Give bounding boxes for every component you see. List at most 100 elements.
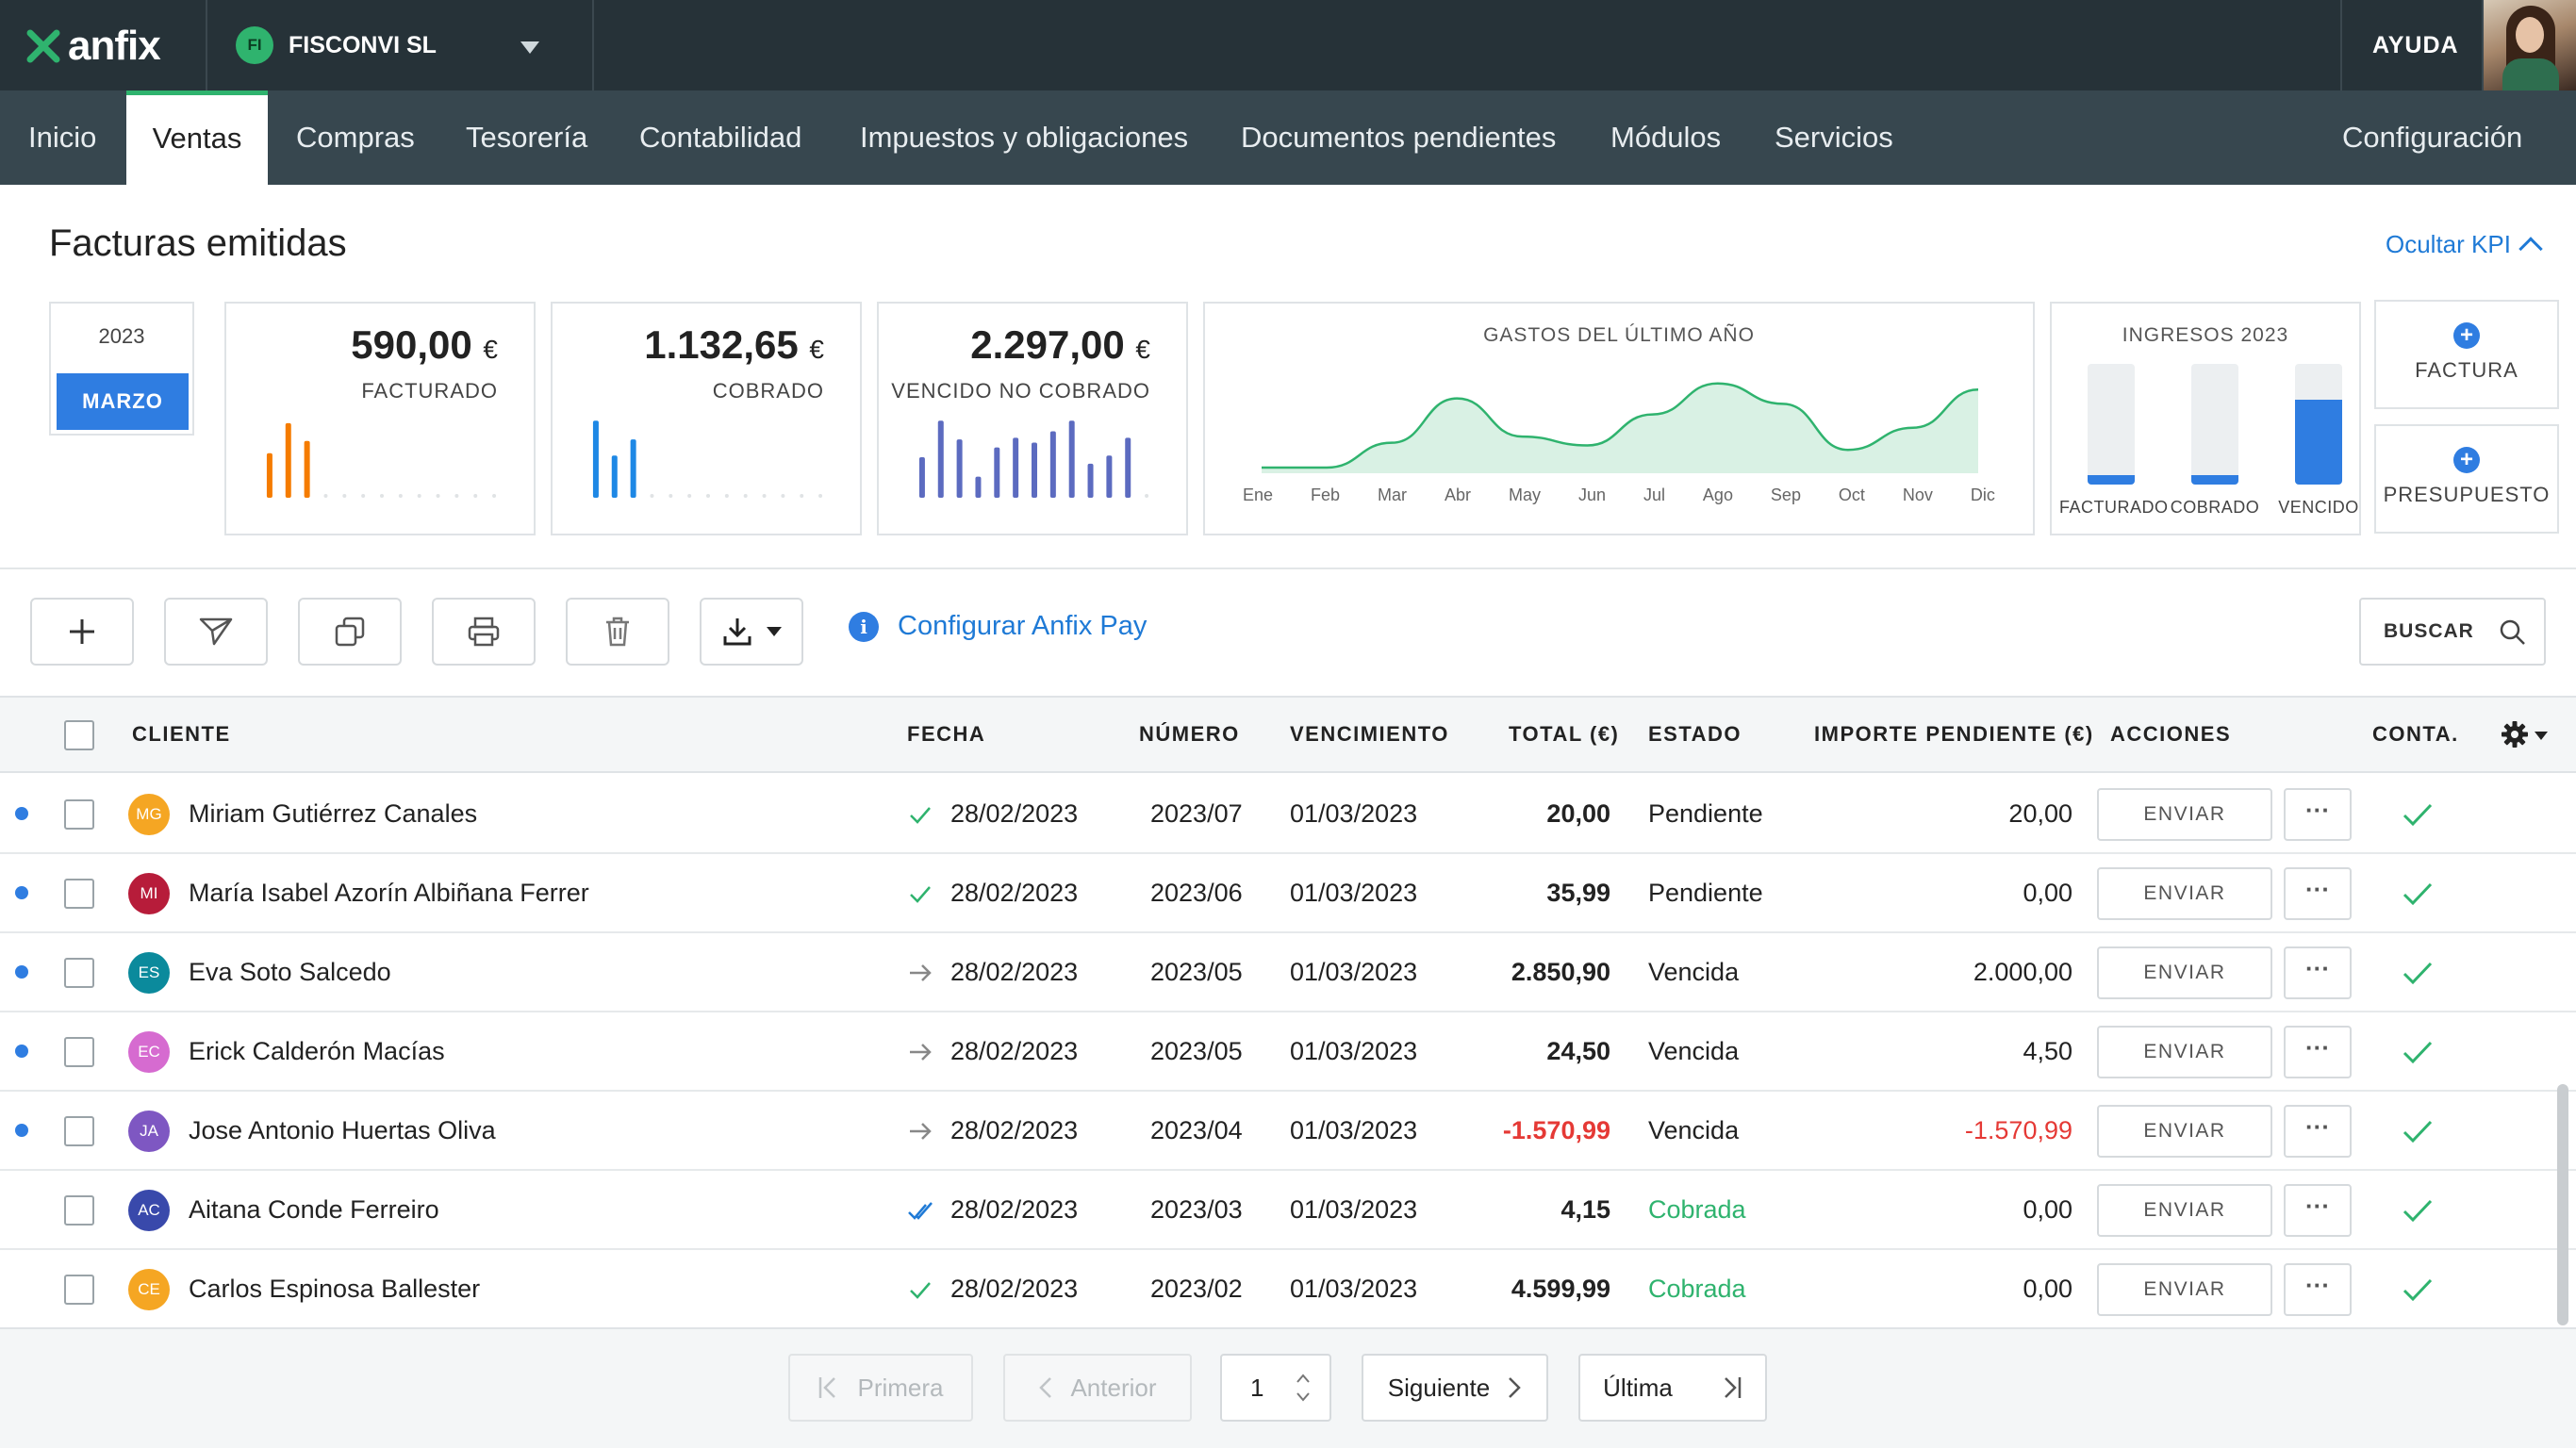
help-link[interactable]: AYUDA bbox=[2372, 32, 2459, 58]
header-importe-pendiente[interactable]: IMPORTE PENDIENTE (€) bbox=[1814, 722, 2094, 746]
new-presupuesto-button[interactable]: + PRESUPUESTO bbox=[2374, 424, 2559, 534]
header-total[interactable]: TOTAL (€) bbox=[1509, 722, 1620, 746]
table-row[interactable]: AC Aitana Conde Ferreiro 28/02/2023 2023/03… bbox=[0, 1171, 2576, 1250]
check-icon bbox=[2403, 962, 2433, 985]
invoice-date: 28/02/2023 bbox=[950, 1116, 1079, 1144]
more-actions-button[interactable]: ··· bbox=[2284, 867, 2352, 920]
client-name[interactable]: Erick Calderón Macías bbox=[189, 1037, 445, 1065]
table-row[interactable]: MI María Isabel Azorín Albiñana Ferrer 28/… bbox=[0, 854, 2576, 933]
more-actions-button[interactable]: ··· bbox=[2284, 1026, 2352, 1078]
client-name[interactable]: María Isabel Azorín Albiñana Ferrer bbox=[189, 879, 589, 907]
send-invoice-button[interactable]: ENVIAR bbox=[2097, 1026, 2272, 1078]
nav-documentos-pendientes[interactable]: Documentos pendientes bbox=[1241, 121, 1557, 154]
last-page-button[interactable]: Última bbox=[1578, 1354, 1767, 1422]
add-invoice-button[interactable] bbox=[30, 598, 134, 666]
row-checkbox[interactable] bbox=[64, 958, 94, 988]
avatar-body bbox=[2502, 58, 2559, 90]
row-checkbox[interactable] bbox=[64, 1195, 94, 1226]
arrow-right-icon bbox=[910, 964, 932, 981]
send-invoice-button[interactable]: ENVIAR bbox=[2097, 1263, 2272, 1316]
download-menu-button[interactable] bbox=[700, 598, 803, 666]
more-actions-button[interactable]: ··· bbox=[2284, 788, 2352, 841]
nav-tesoreria[interactable]: Tesorería bbox=[466, 121, 588, 154]
period-selector[interactable]: 2023 MARZO bbox=[49, 302, 194, 436]
nav-ventas[interactable]: Ventas bbox=[126, 90, 268, 185]
client-name[interactable]: Eva Soto Salcedo bbox=[189, 958, 391, 986]
client-name[interactable]: Jose Antonio Huertas Oliva bbox=[189, 1116, 496, 1144]
client-name[interactable]: Miriam Gutiérrez Canales bbox=[189, 799, 478, 828]
page-number[interactable]: 1 bbox=[1250, 1373, 1264, 1402]
kpi-bar bbox=[1013, 437, 1019, 498]
send-invoice-button[interactable]: ENVIAR bbox=[2097, 788, 2272, 841]
nav-configuracion[interactable]: Configuración bbox=[2342, 121, 2523, 154]
nav-contabilidad[interactable]: Contabilidad bbox=[639, 121, 802, 154]
period-month[interactable]: MARZO bbox=[57, 373, 189, 430]
header-estado[interactable]: ESTADO bbox=[1648, 722, 1742, 746]
nav-servicios[interactable]: Servicios bbox=[1775, 121, 1893, 154]
first-page-button[interactable]: Primera bbox=[788, 1354, 973, 1422]
send-button[interactable] bbox=[164, 598, 268, 666]
header-numero[interactable]: NÚMERO bbox=[1139, 722, 1240, 746]
unread-indicator bbox=[15, 965, 28, 979]
table-row[interactable]: MG Miriam Gutiérrez Canales 28/02/2023 2023… bbox=[0, 775, 2576, 854]
gastos-chart-card: GASTOS DEL ÚLTIMO AÑO Ene Feb Mar Abr May Jun… bbox=[1203, 302, 2035, 535]
client-name[interactable]: Aitana Conde Ferreiro bbox=[189, 1195, 439, 1224]
header-cliente[interactable]: CLIENTE bbox=[132, 722, 231, 746]
more-actions-button[interactable]: ··· bbox=[2284, 1184, 2352, 1237]
table-row[interactable]: EC Erick Calderón Macías 28/02/2023 2023/05… bbox=[0, 1012, 2576, 1092]
table-row[interactable]: ES Eva Soto Salcedo 28/02/2023 2023/05 01/03… bbox=[0, 933, 2576, 1012]
header-fecha[interactable]: FECHA bbox=[907, 722, 986, 746]
row-checkbox[interactable] bbox=[64, 1116, 94, 1146]
row-checkbox[interactable] bbox=[64, 1037, 94, 1067]
table-row[interactable]: CE Carlos Espinosa Ballester 28/02/2023 202… bbox=[0, 1250, 2576, 1329]
next-page-button[interactable]: Siguiente bbox=[1362, 1354, 1548, 1422]
header-vencimiento[interactable]: VENCIMIENTO bbox=[1290, 722, 1449, 746]
kpi-cobrado[interactable]: 1.132,65 € COBRADO bbox=[551, 302, 862, 535]
row-checkbox[interactable] bbox=[64, 799, 94, 830]
client-name[interactable]: Carlos Espinosa Ballester bbox=[189, 1275, 481, 1303]
send-invoice-button[interactable]: ENVIAR bbox=[2097, 867, 2272, 920]
month-label: Jun bbox=[1577, 485, 1606, 504]
kpi-vencido[interactable]: 2.297,00 € VENCIDO NO COBRADO bbox=[877, 302, 1188, 535]
hide-kpi-toggle[interactable]: Ocultar KPI bbox=[2386, 230, 2543, 261]
caret-down-icon[interactable] bbox=[2535, 732, 2548, 740]
print-button[interactable] bbox=[432, 598, 536, 666]
more-actions-button[interactable]: ··· bbox=[2284, 1263, 2352, 1316]
nav-impuestos[interactable]: Impuestos y obligaciones bbox=[860, 121, 1189, 154]
send-invoice-button[interactable]: ENVIAR bbox=[2097, 1184, 2272, 1237]
header-conta[interactable]: CONTA. bbox=[2372, 722, 2459, 746]
table-header: CLIENTE FECHA NÚMERO VENCIMIENTO TOTAL (… bbox=[0, 696, 2576, 773]
nav-compras[interactable]: Compras bbox=[296, 121, 415, 154]
duplicate-button[interactable] bbox=[298, 598, 402, 666]
month-label: Dic bbox=[1970, 485, 1995, 504]
ingresos-label: FACTURADO bbox=[2059, 498, 2169, 517]
page-number-stepper[interactable]: 1 bbox=[1220, 1354, 1331, 1422]
chevron-down-icon[interactable] bbox=[520, 41, 539, 54]
more-actions-button[interactable]: ··· bbox=[2284, 1105, 2352, 1158]
nav-modulos[interactable]: Módulos bbox=[1610, 121, 1722, 154]
user-avatar[interactable] bbox=[2484, 0, 2576, 90]
kpi-facturado[interactable]: 590,00 € FACTURADO bbox=[224, 302, 536, 535]
select-all-checkbox[interactable] bbox=[64, 720, 94, 750]
invoice-total: 24,50 bbox=[1546, 1037, 1610, 1065]
prev-page-button[interactable]: Anterior bbox=[1003, 1354, 1192, 1422]
period-year[interactable]: 2023 bbox=[98, 324, 145, 348]
nav-inicio[interactable]: Inicio bbox=[28, 121, 97, 154]
row-checkbox[interactable] bbox=[64, 1275, 94, 1305]
more-actions-button[interactable]: ··· bbox=[2284, 946, 2352, 999]
send-invoice-button[interactable]: ENVIAR bbox=[2097, 946, 2272, 999]
row-checkbox[interactable] bbox=[64, 879, 94, 909]
configure-anfix-pay-link[interactable]: i Configurar Anfix Pay bbox=[849, 611, 1147, 642]
new-factura-button[interactable]: + FACTURA bbox=[2374, 300, 2559, 409]
delete-button[interactable] bbox=[566, 598, 669, 666]
gear-icon[interactable] bbox=[2501, 720, 2529, 749]
table-scrollbar[interactable] bbox=[2557, 1084, 2568, 1325]
anfix-logo[interactable]: anfix bbox=[26, 23, 161, 70]
send-invoice-button[interactable]: ENVIAR bbox=[2097, 1105, 2272, 1158]
table-row[interactable]: JA Jose Antonio Huertas Oliva 28/02/2023 20… bbox=[0, 1092, 2576, 1171]
kpi-empty-dot bbox=[473, 494, 478, 498]
check-icon bbox=[910, 807, 931, 824]
stepper-arrows-icon[interactable] bbox=[1296, 1372, 1311, 1404]
search-box[interactable]: BUSCAR bbox=[2359, 598, 2546, 666]
company-selector[interactable]: FI FISCONVI SL bbox=[236, 26, 437, 64]
